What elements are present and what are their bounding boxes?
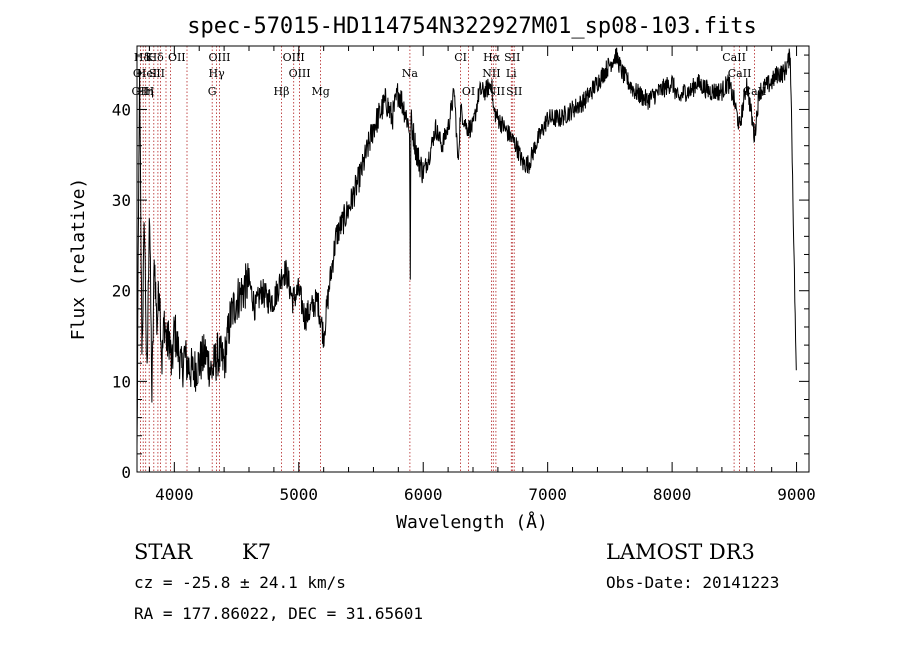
y-tick-label: 10 [112, 372, 131, 391]
spectral-line-label: OIII [289, 67, 311, 80]
survey-name: LAMOST DR3 [606, 540, 755, 564]
spectral-line-label: Hγ [209, 67, 226, 80]
spectral-line-label: G [208, 85, 217, 98]
x-tick-label: 6000 [404, 485, 443, 504]
spectral-line-label: CI [454, 51, 467, 64]
spectral-line-label: SII [504, 51, 520, 64]
object-subclass: K7 [242, 540, 271, 564]
spectral-line-label: Li [506, 67, 517, 80]
redshift-velocity: cz = -25.8 ± 24.1 km/s [134, 573, 346, 592]
spectral-line-label: OIII [208, 51, 230, 64]
y-tick-label: 20 [112, 282, 131, 301]
spectral-line-label: CaII [722, 51, 746, 64]
chart-title: spec-57015-HD114754N322927M01_sp08-103.f… [187, 14, 757, 39]
spectral-line-label: CaII [728, 67, 752, 80]
spectral-line-label: Hδ [134, 51, 151, 64]
spectral-line-label: OI [462, 85, 475, 98]
spectral-line-label: Hδ [148, 51, 165, 64]
y-axis-label: Flux (relative) [68, 178, 89, 341]
x-tick-label: 9000 [777, 485, 816, 504]
flux-series-line [136, 47, 797, 447]
x-tick-label: 5000 [280, 485, 319, 504]
x-tick-label: 4000 [155, 485, 194, 504]
y-tick-label: 40 [112, 100, 131, 119]
y-tick-label: 30 [112, 191, 131, 210]
spectral-line-label: H [145, 85, 155, 98]
spectral-line-label: SII [149, 67, 165, 80]
y-tick-label: 0 [121, 463, 131, 482]
spectral-line-label: OIII [283, 51, 305, 64]
spectral-line-label: NII [482, 67, 500, 80]
x-tick-label: 7000 [528, 485, 567, 504]
spectral-line-label: HeI [137, 67, 157, 80]
spectral-line-label: OII [168, 51, 186, 64]
observation-date: Obs-Date: 20141223 [606, 573, 779, 592]
object-class: STAR [134, 540, 193, 564]
spectral-line-label: Mg [311, 85, 329, 98]
spectral-line-label: K [145, 51, 154, 64]
spectral-line-label: Hα [483, 51, 501, 64]
axis-ticks: 4000 5000 6000 7000 8000 9000 0 10 20 30 40 [112, 46, 816, 504]
coordinates: RA = 177.86022, DEC = 31.65601 [134, 604, 423, 623]
x-tick-label: 8000 [653, 485, 692, 504]
spectral-line-label: Hη [138, 85, 154, 98]
line-markers [139, 46, 755, 472]
spectral-line-label: Hβ [274, 85, 290, 98]
spectral-line-label: SII [506, 85, 522, 98]
plot-frame [136, 45, 810, 473]
spectral-line-label: Na [402, 67, 419, 80]
x-axis-label: Wavelength (Å) [396, 511, 548, 533]
